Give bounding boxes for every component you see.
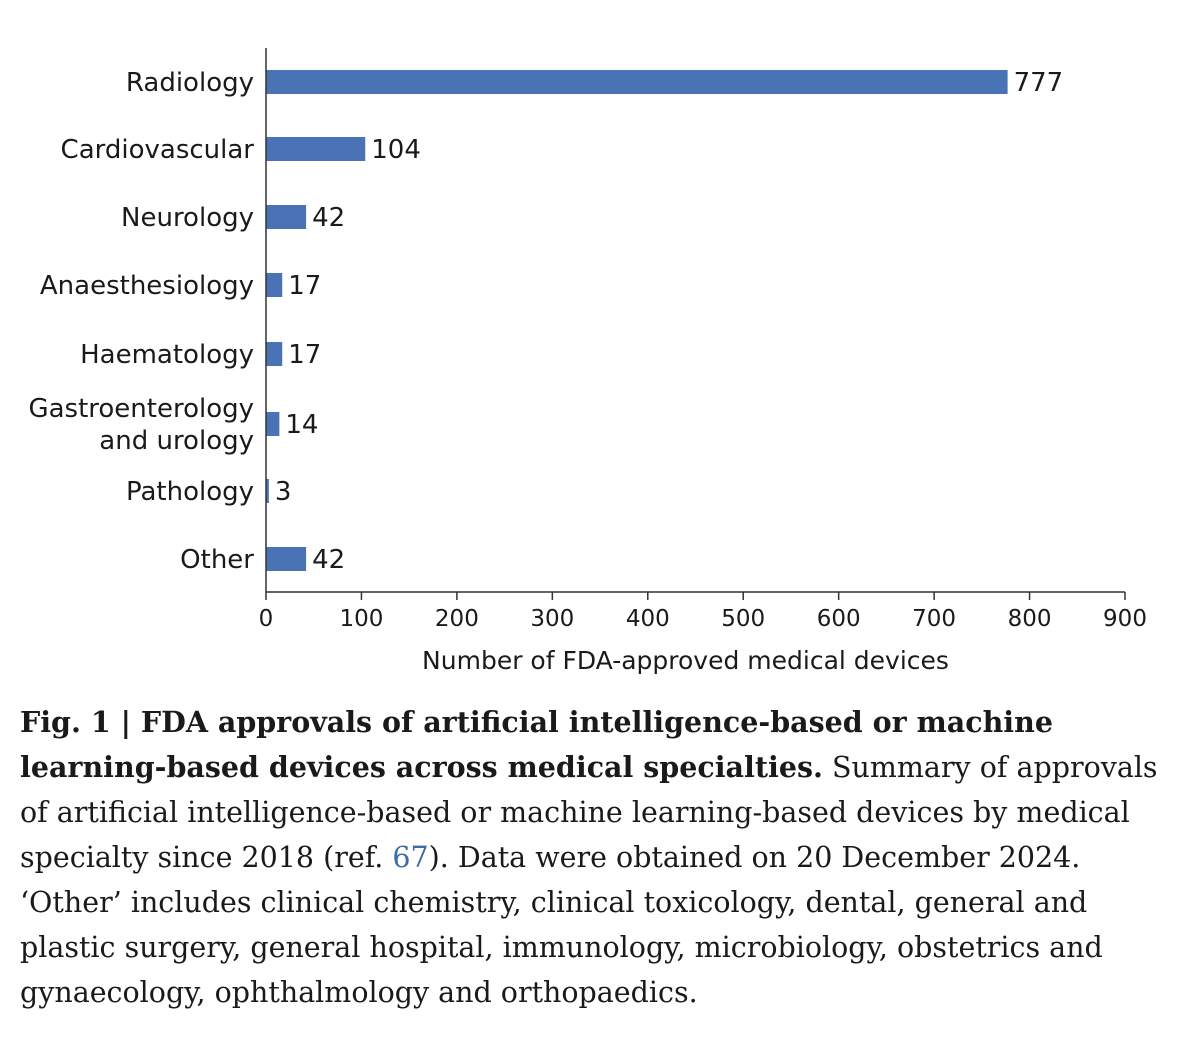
category-label-radiology: Radiology: [126, 68, 254, 98]
bar-pathology: [266, 479, 269, 503]
category-label-line: Anaesthesiology: [40, 271, 254, 301]
x-tick-label: 700: [912, 606, 956, 632]
category-label-haematology: Haematology: [80, 340, 254, 370]
bar-gastroenterology-and-urology: [266, 412, 280, 436]
value-label-pathology: 3: [275, 477, 292, 507]
category-label-line: Neurology: [121, 203, 254, 233]
value-label-other: 42: [312, 545, 345, 575]
value-labels-group: 777 104 42 17 17 14 3 42: [275, 68, 1063, 575]
category-label-line: Other: [180, 545, 254, 575]
x-tick-label: 600: [817, 606, 861, 632]
category-label-other: Other: [180, 545, 254, 575]
x-tick-label: 900: [1103, 606, 1147, 632]
value-label-anaesthesiology: 17: [288, 271, 321, 301]
bar-anaesthesiology: [266, 273, 283, 297]
category-label-line: Cardiovascular: [61, 135, 255, 165]
value-label-gastroenterology-and-urology: 14: [285, 410, 318, 440]
category-label-anaesthesiology: Anaesthesiology: [40, 271, 254, 301]
category-label-cardiovascular: Cardiovascular: [61, 135, 255, 165]
value-label-cardiovascular: 104: [371, 135, 421, 165]
category-label-line: Radiology: [126, 68, 254, 98]
x-tick-label: 100: [339, 606, 383, 632]
caption-title: Fig. 1 | FDA approvals of artificial int…: [20, 705, 1053, 784]
value-label-neurology: 42: [312, 203, 345, 233]
category-label-gastroenterology-and-urology: Gastroenterology and urology: [28, 394, 254, 456]
bars-group: [266, 70, 1008, 571]
category-label-neurology: Neurology: [121, 203, 254, 233]
category-labels-group: Radiology Cardiovascular Neurology Anaesthe…: [28, 68, 254, 575]
x-tick-label: 800: [1008, 606, 1052, 632]
x-tick-label: 0: [259, 606, 274, 632]
caption-ref-link[interactable]: 67: [392, 841, 429, 874]
caption-text-end: ). Data were obtained on 20 December 202…: [20, 841, 1103, 1009]
figure-caption: Fig. 1 | FDA approvals of artificial int…: [20, 700, 1170, 1015]
value-label-radiology: 777: [1014, 68, 1064, 98]
x-ticks-group: 0 100 200 300 400 500 600 700 800 900: [259, 592, 1147, 632]
x-tick-label: 400: [626, 606, 670, 632]
category-label-pathology: Pathology: [126, 477, 254, 507]
bar-chart: 777 104 42 17 17 14 3 42 Radiology Cardiovascula…: [28, 48, 1147, 675]
x-axis-title: Number of FDA-approved medical devices: [422, 646, 949, 675]
bar-cardiovascular: [266, 137, 366, 161]
bar-neurology: [266, 205, 307, 229]
category-label-line: Pathology: [126, 477, 254, 507]
category-label-line: Haematology: [80, 340, 254, 370]
value-label-haematology: 17: [288, 340, 321, 370]
bar-radiology: [266, 70, 1008, 94]
caption-text: Summary of approvals of artificial intel…: [20, 751, 1158, 874]
category-label-line: Gastroenterology: [28, 394, 254, 424]
x-tick-label: 200: [435, 606, 479, 632]
x-tick-label: 500: [721, 606, 765, 632]
bar-other: [266, 547, 307, 571]
bar-haematology: [266, 342, 283, 366]
x-tick-label: 300: [530, 606, 574, 632]
category-label-line: and urology: [99, 426, 254, 456]
